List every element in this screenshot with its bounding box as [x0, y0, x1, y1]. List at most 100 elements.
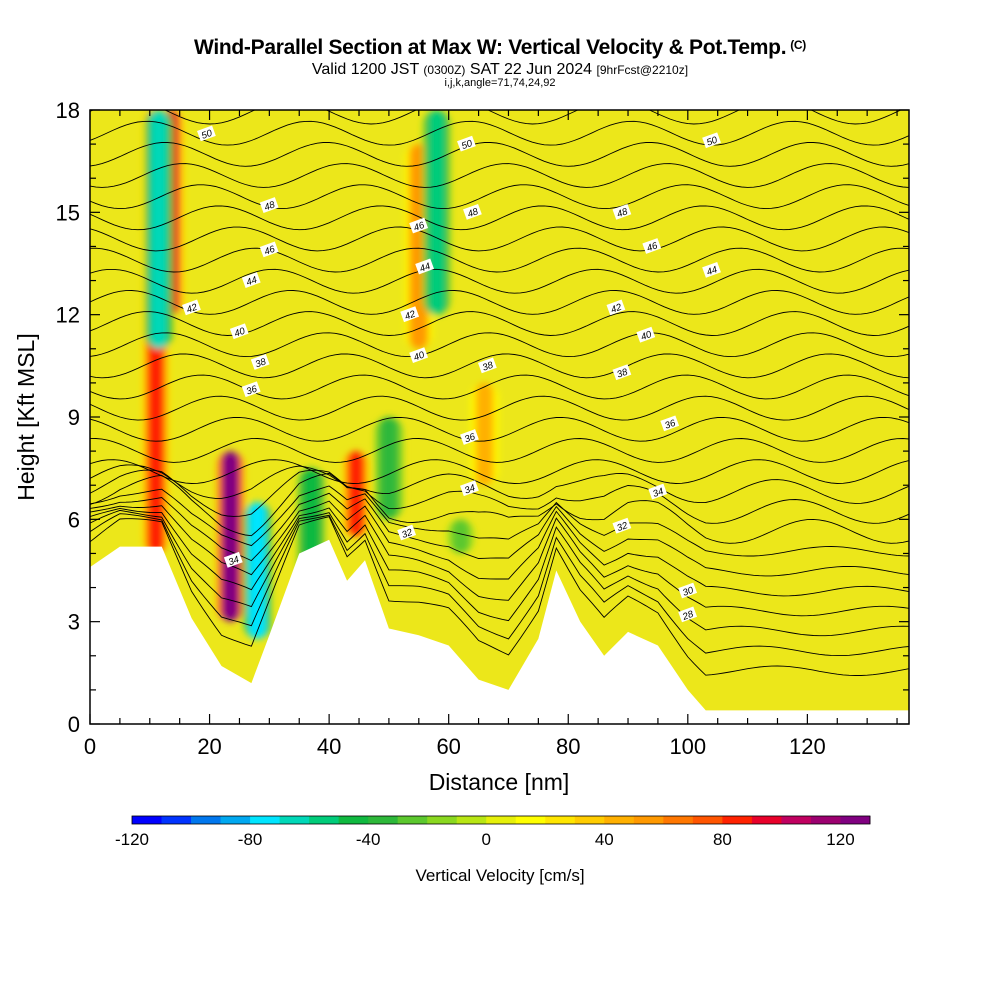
theta-label-bg — [182, 299, 201, 316]
theta-label-text: 46 — [645, 240, 659, 254]
colorbar-swatch — [692, 816, 723, 824]
theta-line-12 — [90, 416, 909, 442]
theta-line-23 — [90, 184, 909, 210]
theta-label-text: 36 — [245, 383, 259, 397]
theta-label-text: 32 — [616, 520, 630, 534]
colorbar-swatch — [456, 816, 487, 824]
theta-line-27 — [90, 110, 902, 125]
colorbar-label: Vertical Velocity [cm/s] — [415, 866, 584, 885]
colorbar-swatch — [132, 816, 162, 824]
theta-label-17: 48 — [463, 203, 482, 220]
theta-label-bg — [241, 272, 261, 288]
valid-time: Valid 1200 JST — [311, 61, 419, 78]
theta-label-text: 48 — [263, 199, 277, 213]
theta-line-17 — [90, 311, 909, 336]
theta-label-bg — [241, 381, 261, 398]
theta-label-bg — [702, 261, 721, 278]
chart-title: Wind-Parallel Section at Max W: Vertical… — [0, 36, 1000, 60]
title-main: Wind-Parallel Section at Max W: Vertical… — [194, 36, 787, 59]
theta-line-2 — [90, 509, 909, 637]
colorbar-tick-labels: -120 -80 -40 0 40 80 120 — [115, 830, 855, 849]
theta-label-text: 42 — [610, 302, 624, 316]
colorbar-tick-label: -120 — [115, 830, 149, 849]
theta-label-text: 48 — [616, 206, 630, 220]
theta-label-text: 42 — [185, 302, 199, 316]
theta-label-text: 50 — [200, 128, 214, 142]
theta-label-text: 36 — [463, 431, 477, 445]
downdraft-4-2 — [380, 417, 398, 520]
theta-label-text: 30 — [681, 585, 695, 599]
theta-label-text: 44 — [705, 264, 719, 278]
colorbar-swatch — [338, 816, 369, 824]
y-tick-label: 15 — [56, 200, 80, 225]
theta-label-1: 36 — [241, 381, 261, 398]
theta-label-28: 50 — [702, 132, 721, 149]
theta-line-19 — [90, 268, 909, 294]
theta-label-text: 40 — [233, 325, 247, 339]
theta-label-25: 44 — [702, 261, 721, 278]
theta-label-bg — [229, 323, 249, 340]
theta-label-bg — [642, 238, 662, 254]
theta-label-text: 34 — [651, 486, 665, 500]
theta-line-14 — [90, 374, 909, 400]
theta-line-6 — [90, 485, 909, 557]
theta-label-text: 38 — [616, 366, 630, 380]
theta-line-26 — [90, 120, 909, 146]
theta-label-bg — [397, 524, 417, 541]
y-tick-label: 9 — [68, 405, 80, 430]
terrain-mask — [90, 539, 909, 724]
theta-label-text: 48 — [466, 206, 480, 220]
colorbar-swatch — [427, 816, 458, 824]
colorbar-swatch — [161, 816, 192, 824]
colorbar-tick-label: -80 — [238, 830, 263, 849]
theta-label-text: 28 — [680, 609, 695, 624]
theta-label-14: 42 — [400, 306, 420, 323]
colorbar — [131, 815, 871, 825]
updraft-5-2 — [476, 382, 493, 486]
theta-label-bg — [678, 582, 698, 599]
theta-line-13 — [90, 395, 909, 421]
theta-label-8: 50 — [197, 125, 216, 142]
copyright-mark: (C) — [790, 38, 806, 52]
theta-label-16: 46 — [409, 217, 429, 234]
theta-label-text: 38 — [254, 356, 268, 370]
theta-line-16 — [90, 332, 909, 358]
theta-label-text: 46 — [412, 220, 426, 234]
contour-labels: 34 36 38 40 42 44 46 48 50 32 34 36 38 40 42 44 46 48 50 32… — [182, 125, 721, 624]
theta-label-29: 30 — [678, 582, 698, 599]
colorbar-tick-label: -40 — [356, 830, 381, 849]
theta-label-bg — [460, 429, 479, 445]
theta-label-text: 44 — [418, 261, 432, 275]
x-tick-label: 60 — [436, 734, 460, 759]
theta-line-3 — [90, 507, 909, 617]
x-tick-label: 80 — [556, 734, 580, 759]
x-tick-label: 40 — [317, 734, 341, 759]
theta-line-21 — [90, 226, 909, 252]
theta-label-10: 34 — [460, 480, 479, 497]
colorbar-swatch — [250, 816, 280, 824]
y-tick-label: 0 — [68, 712, 80, 737]
colorbar-swatch — [191, 816, 221, 824]
theta-label-text: 34 — [463, 483, 477, 497]
theta-label-21: 36 — [660, 415, 680, 432]
x-tick-label: 0 — [84, 734, 96, 759]
colorbar-tick-label: 120 — [826, 830, 854, 849]
colorbar-swatch — [574, 816, 605, 824]
colorbar-swatch — [810, 816, 841, 824]
theta-label-bg — [259, 197, 279, 213]
colorbar-swatch — [633, 816, 664, 824]
theta-line-11 — [90, 438, 909, 463]
colorbar-swatch — [722, 816, 753, 824]
theta-label-text: 36 — [663, 418, 677, 432]
theta-label-26: 46 — [642, 238, 662, 254]
theta-label-22: 38 — [612, 364, 632, 381]
theta-line-7 — [90, 472, 909, 544]
velocity-field — [141, 110, 499, 639]
theta-label-text: 32 — [400, 527, 414, 541]
theta-label-bg — [606, 299, 626, 316]
colorbar-tick-label: 0 — [482, 830, 491, 849]
theta-label-bg — [409, 217, 429, 234]
theta-label-bg — [477, 357, 497, 374]
theta-label-text: 46 — [263, 244, 277, 258]
x-tick-label: 20 — [197, 734, 221, 759]
